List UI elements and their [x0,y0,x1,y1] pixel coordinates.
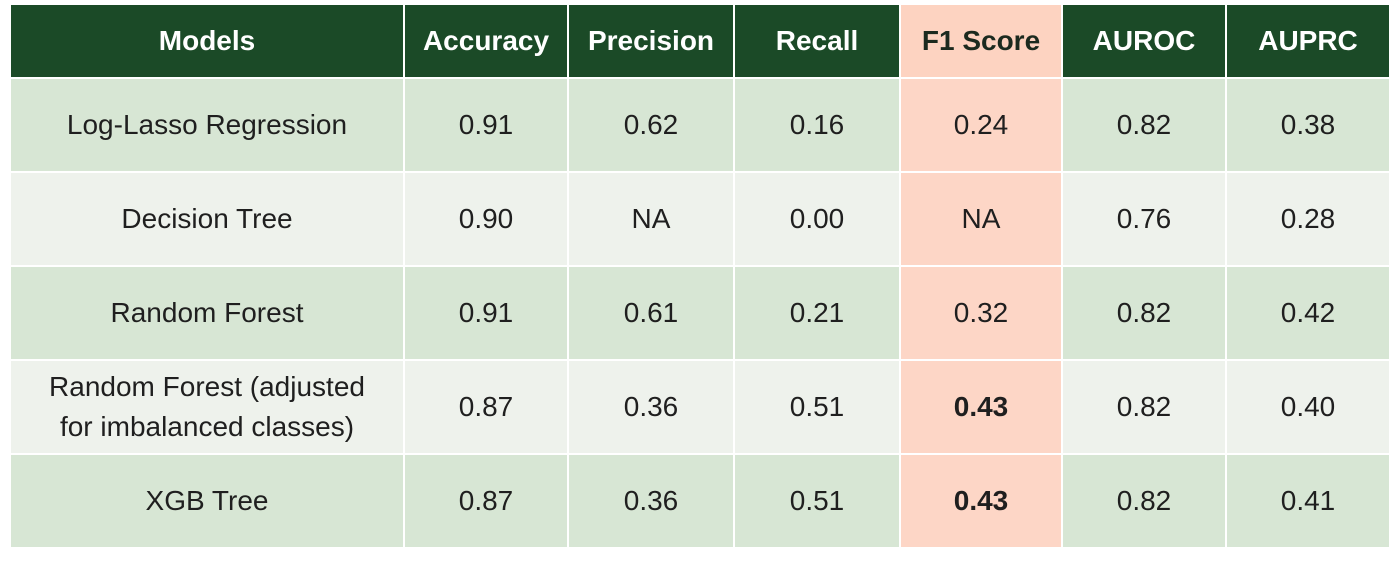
accuracy-cell: 0.87 [403,453,569,549]
header-row: Models Accuracy Precision Recall F1 Scor… [9,3,1391,79]
accuracy-cell: 0.87 [403,359,569,455]
results-table-container: Models Accuracy Precision Recall F1 Scor… [9,3,1391,549]
f1-score-cell: 0.24 [899,77,1063,173]
table-row: Random Forest 0.91 0.61 0.21 0.32 0.82 0… [9,265,1391,361]
accuracy-cell: 0.91 [403,265,569,361]
model-name-cell: Random Forest [9,265,405,361]
accuracy-cell: 0.90 [403,171,569,267]
auroc-cell: 0.82 [1061,77,1227,173]
model-name-line: for imbalanced classes) [59,411,355,442]
model-name-cell: Log-Lasso Regression [9,77,405,173]
table-row: XGB Tree 0.87 0.36 0.51 0.43 0.82 0.41 [9,453,1391,549]
auprc-cell: 0.41 [1225,453,1391,549]
auprc-cell: 0.42 [1225,265,1391,361]
header-models: Models [9,3,405,79]
header-precision: Precision [567,3,735,79]
model-name-cell: Random Forest (adjusted for imbalanced cl… [9,359,405,455]
precision-cell: 0.36 [567,453,735,549]
f1-score-cell-best: 0.43 [899,453,1063,549]
recall-cell: 0.51 [733,453,901,549]
recall-cell: 0.00 [733,171,901,267]
auprc-cell: 0.40 [1225,359,1391,455]
precision-cell: 0.61 [567,265,735,361]
precision-cell: 0.62 [567,77,735,173]
auprc-cell: 0.38 [1225,77,1391,173]
recall-cell: 0.51 [733,359,901,455]
table-row: Decision Tree 0.90 NA 0.00 NA 0.76 0.28 [9,171,1391,267]
auprc-cell: 0.28 [1225,171,1391,267]
f1-score-cell-best: 0.43 [899,359,1063,455]
recall-cell: 0.21 [733,265,901,361]
auroc-cell: 0.82 [1061,359,1227,455]
model-metrics-table: Models Accuracy Precision Recall F1 Scor… [9,3,1391,549]
auroc-cell: 0.76 [1061,171,1227,267]
header-auroc: AUROC [1061,3,1227,79]
f1-score-cell: NA [899,171,1063,267]
header-auprc: AUPRC [1225,3,1391,79]
table-row: Random Forest (adjusted for imbalanced cl… [9,359,1391,455]
header-recall: Recall [733,3,901,79]
model-name-line: Random Forest (adjusted [49,371,365,402]
auroc-cell: 0.82 [1061,453,1227,549]
precision-cell: NA [567,171,735,267]
header-accuracy: Accuracy [403,3,569,79]
header-f1-score: F1 Score [899,3,1063,79]
f1-score-cell: 0.32 [899,265,1063,361]
table-row: Log-Lasso Regression 0.91 0.62 0.16 0.24… [9,77,1391,173]
model-name-cell: Decision Tree [9,171,405,267]
recall-cell: 0.16 [733,77,901,173]
accuracy-cell: 0.91 [403,77,569,173]
model-name-cell: XGB Tree [9,453,405,549]
auroc-cell: 0.82 [1061,265,1227,361]
precision-cell: 0.36 [567,359,735,455]
